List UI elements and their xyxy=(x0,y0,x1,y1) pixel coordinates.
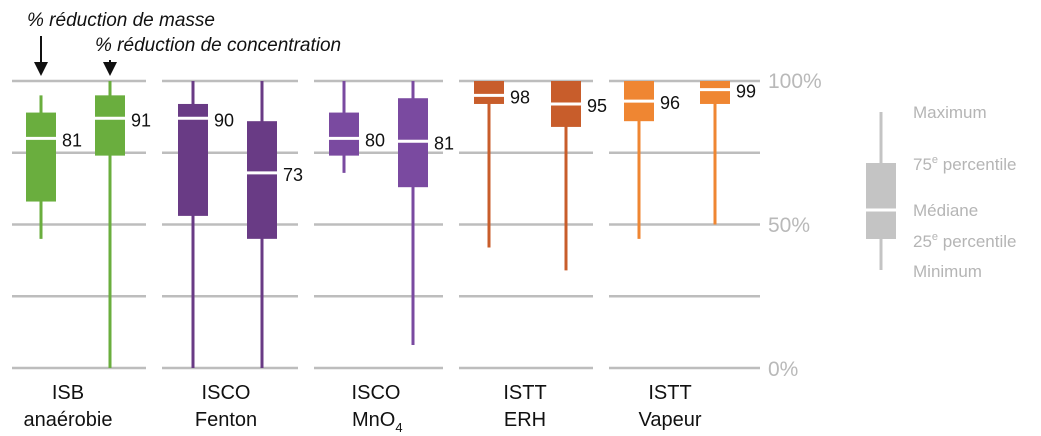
category-label: ERH xyxy=(504,409,546,431)
legend-max: Maximum xyxy=(913,103,987,122)
box xyxy=(700,81,730,104)
data-label: 99 xyxy=(736,82,756,102)
category-labels: ISB anaérobie ISCO Fenton ISCO MnO4 ISTT… xyxy=(24,382,702,435)
category-label: MnO4 xyxy=(352,409,403,435)
y-tick-label: 0% xyxy=(768,358,798,381)
legend-q1: 25e percentile xyxy=(913,231,1016,251)
grid-lines xyxy=(12,79,760,370)
category-label: Vapeur xyxy=(638,409,701,431)
category-label: Fenton xyxy=(195,409,257,431)
box xyxy=(26,112,56,202)
concentration-reduction-annotation: % réduction de concentration xyxy=(95,35,341,56)
legend: Maximum 75e percentile Médiane 25e perce… xyxy=(866,103,1016,281)
data-label: 81 xyxy=(62,130,82,150)
legend-median-label: Médiane xyxy=(913,201,978,220)
category-label: ISB xyxy=(52,382,84,404)
mass-reduction-annotation: % réduction de masse xyxy=(27,10,215,31)
category-label: anaérobie xyxy=(24,409,113,431)
legend-q3: 75e percentile xyxy=(913,154,1016,174)
data-label: 80 xyxy=(365,130,385,150)
data-label: 98 xyxy=(510,87,530,107)
data-label: 95 xyxy=(587,96,607,116)
y-tick-label: 100% xyxy=(768,70,822,93)
data-label: 81 xyxy=(434,133,454,153)
category-label: ISCO xyxy=(202,382,251,404)
arrow-down-icon xyxy=(103,60,117,76)
category-label: ISTT xyxy=(648,382,691,404)
box xyxy=(329,112,359,156)
category-label: ISTT xyxy=(503,382,546,404)
labels: 81 91 90 73 80 81 98 95 96 99 xyxy=(62,82,756,185)
category-label: ISCO xyxy=(352,382,401,404)
legend-box xyxy=(866,163,896,239)
arrow-down-icon xyxy=(34,36,48,76)
y-tick-label: 50% xyxy=(768,214,810,237)
data-label: 91 xyxy=(131,110,151,130)
data-label: 73 xyxy=(283,165,303,185)
legend-min: Minimum xyxy=(913,262,982,281)
data-label: 96 xyxy=(660,93,680,113)
box xyxy=(247,121,277,239)
box xyxy=(95,95,125,156)
data-label: 90 xyxy=(214,110,234,130)
box xyxy=(178,103,208,216)
box xyxy=(474,81,504,104)
boxes xyxy=(26,81,730,368)
